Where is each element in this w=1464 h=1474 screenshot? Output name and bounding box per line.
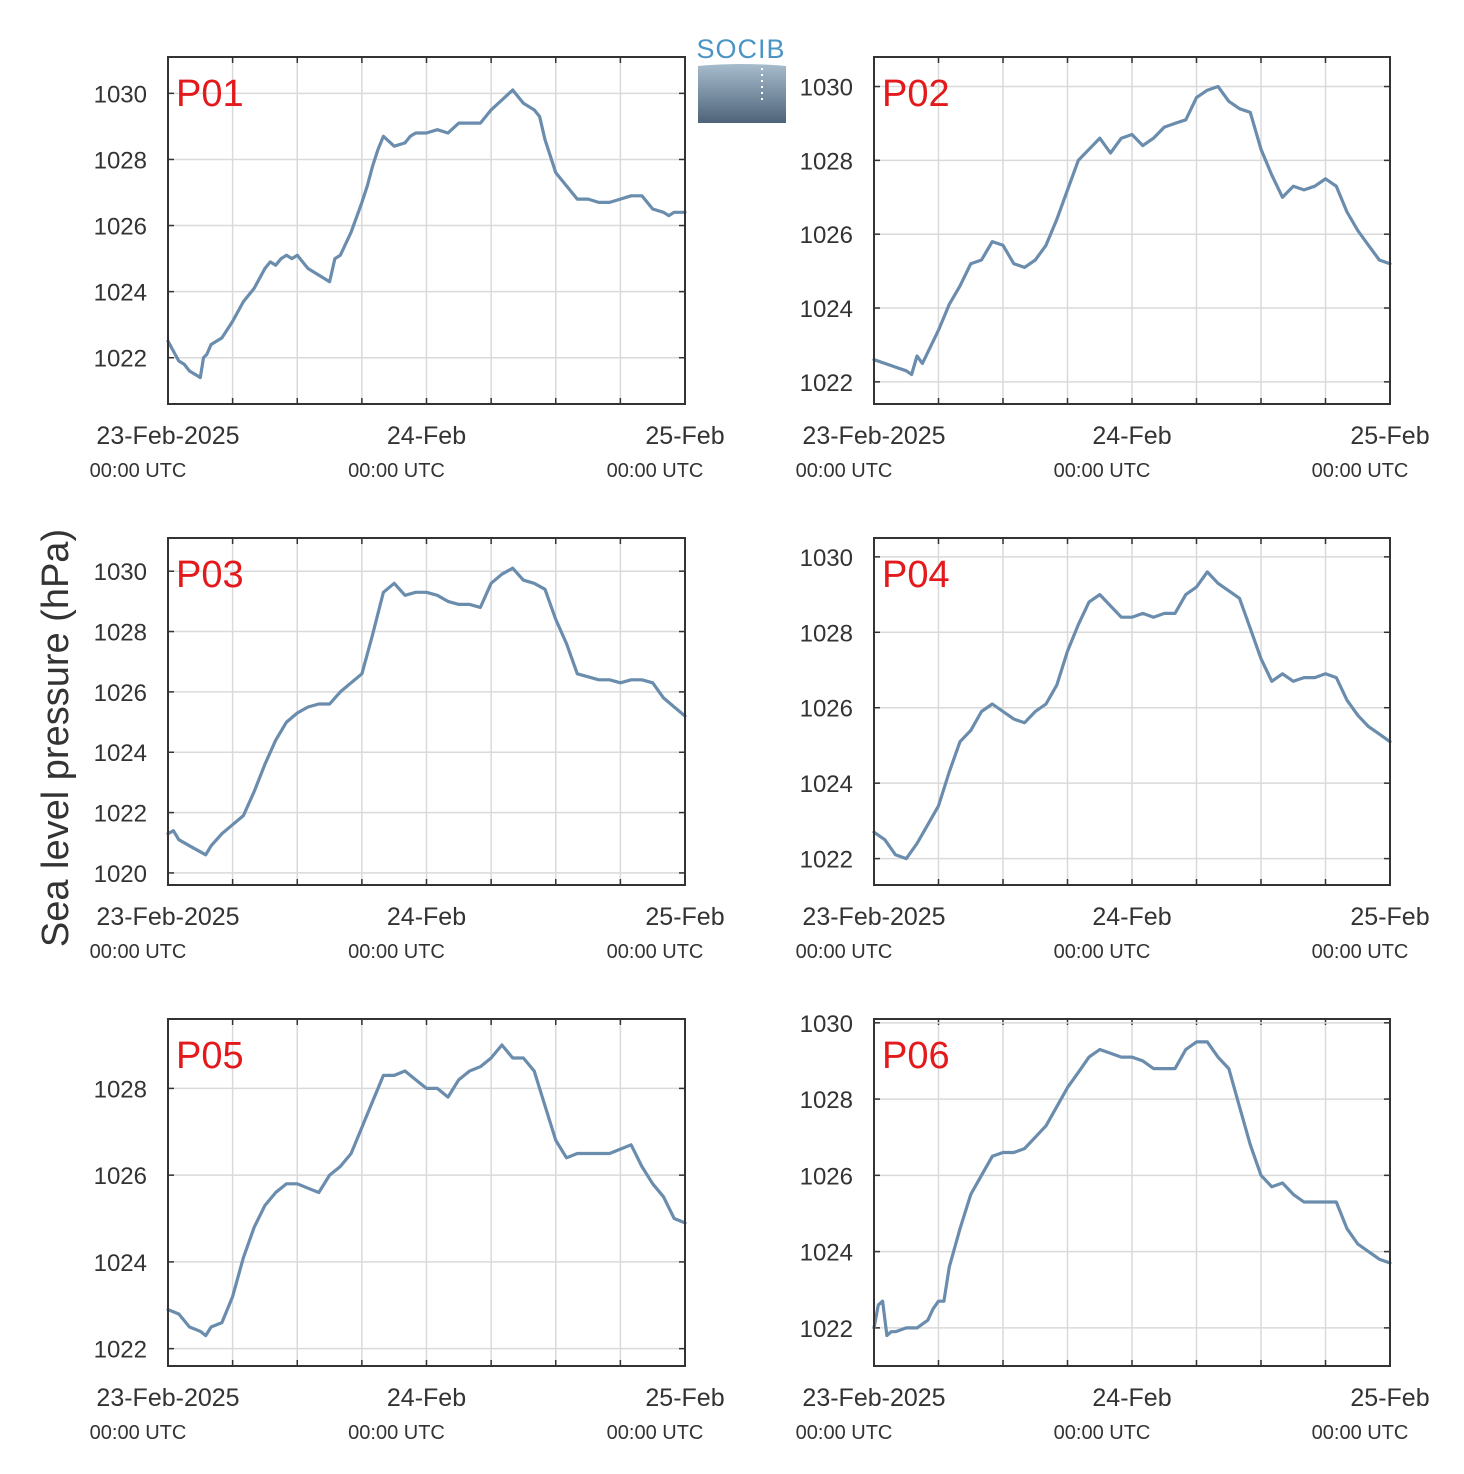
plot-frame [167,537,686,886]
pressure-series-line [166,88,687,380]
y-tick-label: 1022 [800,370,853,397]
y-tick-label: 1028 [800,1087,853,1114]
y-tick-label: 1030 [800,545,853,572]
x-tick-sublabel: 00:00 UTC [1054,460,1151,482]
chart-panel-p05: 1022 1024 1026 1028 P05 23-Feb-2025 00:00 UTC 2… [90,1018,725,1444]
x-tick-label: 23-Feb-2025 [802,422,945,450]
y-tick-label: 1026 [94,680,147,707]
y-tick-label: 1024 [800,1240,853,1267]
y-axis-label: Sea level pressure (hPa) [35,529,77,947]
logo-wave-icon [698,64,786,123]
pressure-series-line [166,566,687,857]
panel-label: P01 [176,73,244,115]
y-tick-label: 1026 [800,222,853,249]
x-tick-label: 23-Feb-2025 [96,422,239,450]
x-tick-sublabel: 00:00 UTC [796,460,893,482]
y-tick-label: 1024 [800,771,853,798]
plot-frame [167,1018,686,1367]
x-tick-label: 23-Feb-2025 [802,903,945,931]
x-tick-sublabel: 00:00 UTC [348,460,445,482]
x-tick-sublabel: 00:00 UTC [796,1422,893,1444]
y-tick-label: 1030 [800,1011,853,1038]
x-tick-sublabel: 00:00 UTC [607,460,704,482]
y-tick-label: 1028 [800,620,853,647]
y-tick-label: 1024 [800,296,853,323]
y-tick-label: 1026 [800,696,853,723]
y-tick-label: 1026 [94,1163,147,1190]
plot-frame [873,537,1391,886]
panel-label: P06 [882,1035,950,1077]
pressure-series-line [872,1040,1392,1338]
logo-text: SOCIB [696,34,785,64]
y-tick-label: 1020 [94,861,147,888]
y-tick-label: 1030 [94,81,147,108]
x-tick-sublabel: 00:00 UTC [1312,460,1409,482]
x-tick-label: 23-Feb-2025 [96,903,239,931]
panel-label: P02 [882,73,950,115]
x-tick-sublabel: 00:00 UTC [1054,1422,1151,1444]
x-tick-label: 23-Feb-2025 [802,1384,945,1412]
x-tick-sublabel: 00:00 UTC [1054,941,1151,963]
x-tick-label: 25-Feb [645,1384,724,1412]
plot-frame [873,56,1391,405]
x-tick-sublabel: 00:00 UTC [90,941,187,963]
y-tick-label: 1024 [94,740,147,767]
x-tick-label: 24-Feb [387,903,466,931]
y-tick-label: 1024 [94,280,147,307]
y-tick-label: 1022 [94,801,147,828]
x-tick-sublabel: 00:00 UTC [348,941,445,963]
x-tick-sublabel: 00:00 UTC [348,1422,445,1444]
x-tick-label: 24-Feb [1092,422,1171,450]
y-tick-label: 1030 [800,75,853,102]
y-tick-label: 1024 [94,1250,147,1277]
y-tick-label: 1030 [94,559,147,586]
x-tick-sublabel: 00:00 UTC [1312,941,1409,963]
y-tick-label: 1022 [94,346,147,373]
chart-panel-p04: 1022 1024 1026 1028 1030 P04 23-Feb-2025 00:00 … [796,537,1430,963]
chart-panel-p01: 1022 1024 1026 1028 1030 P01 23-Feb-2025 00:00 … [90,56,725,482]
plot-frame [873,1018,1391,1367]
chart-panel-p02: 1022 1024 1026 1028 1030 P02 23-Feb-2025 00:00 … [796,56,1430,482]
x-tick-label: 25-Feb [1350,422,1429,450]
x-tick-label: 25-Feb [645,422,724,450]
y-tick-label: 1026 [800,1163,853,1190]
y-tick-label: 1028 [94,1076,147,1103]
x-tick-sublabel: 00:00 UTC [90,460,187,482]
y-tick-label: 1022 [800,1316,853,1343]
x-tick-label: 24-Feb [387,422,466,450]
chart-panel-p03: 1020 1022 1024 1026 1028 1030 P03 23-Feb-2025 00… [90,537,725,963]
x-tick-sublabel: 00:00 UTC [796,941,893,963]
chart-panel-p06: 1022 1024 1026 1028 1030 P06 23-Feb-2025 00:00 … [796,1011,1430,1444]
x-tick-label: 25-Feb [1350,903,1429,931]
x-tick-label: 24-Feb [387,1384,466,1412]
x-tick-label: 24-Feb [1092,1384,1171,1412]
pressure-series-line [166,1043,687,1338]
x-tick-label: 23-Feb-2025 [96,1384,239,1412]
x-tick-label: 25-Feb [645,903,724,931]
socib-logo: SOCIB [696,34,786,123]
plot-frame [167,56,686,405]
x-tick-sublabel: 00:00 UTC [1312,1422,1409,1444]
x-tick-label: 25-Feb [1350,1384,1429,1412]
x-tick-sublabel: 00:00 UTC [607,1422,704,1444]
panel-label: P04 [882,554,950,596]
y-tick-label: 1022 [94,1337,147,1364]
y-tick-label: 1028 [800,148,853,175]
y-tick-label: 1026 [94,214,147,241]
x-tick-label: 24-Feb [1092,903,1171,931]
y-tick-label: 1028 [94,147,147,174]
y-tick-label: 1022 [800,847,853,874]
panel-label: P03 [176,554,244,596]
pressure-series-line [872,84,1392,377]
pressure-series-line [872,570,1392,861]
y-tick-label: 1028 [94,620,147,647]
x-tick-sublabel: 00:00 UTC [607,941,704,963]
panel-label: P05 [176,1035,244,1077]
x-tick-sublabel: 00:00 UTC [90,1422,187,1444]
